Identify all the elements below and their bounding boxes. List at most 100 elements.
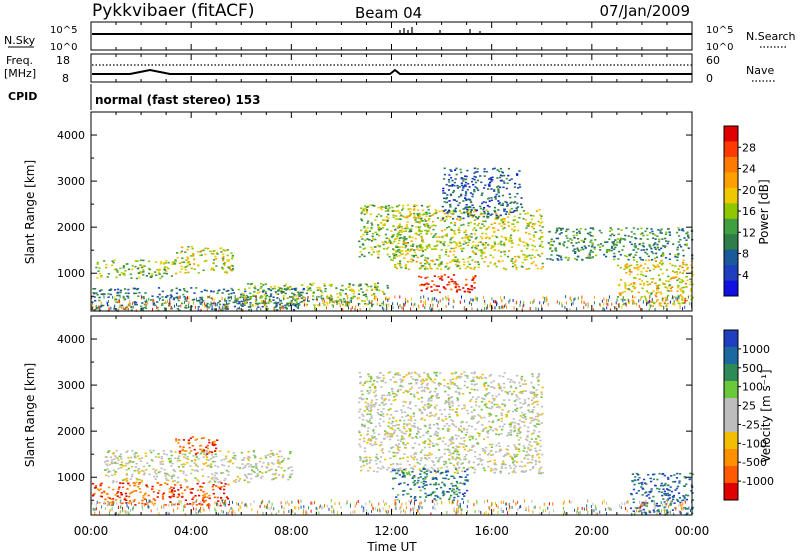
echo-cell bbox=[224, 265, 226, 267]
echo-cell bbox=[499, 242, 501, 244]
echo-cell bbox=[631, 291, 633, 293]
ground-scatter-cell bbox=[237, 297, 238, 300]
echo-cell bbox=[659, 279, 661, 281]
echo-cell bbox=[364, 410, 366, 412]
echo-cell bbox=[358, 444, 360, 446]
echo-cell bbox=[496, 177, 498, 179]
echo-cell bbox=[165, 473, 167, 475]
echo-cell bbox=[302, 292, 304, 294]
echo-cell bbox=[553, 241, 555, 243]
echo-cell bbox=[501, 467, 503, 469]
power-colorbar-swatch bbox=[724, 234, 738, 250]
ground-scatter-cell bbox=[193, 302, 194, 305]
ground-scatter-cell bbox=[277, 303, 278, 306]
ground-scatter-cell bbox=[509, 299, 510, 302]
echo-cell bbox=[207, 448, 209, 450]
echo-cell bbox=[291, 293, 293, 295]
echo-cell bbox=[201, 302, 203, 304]
echo-cell bbox=[461, 212, 463, 214]
echo-cell bbox=[244, 474, 246, 476]
echo-cell bbox=[656, 289, 658, 291]
echo-cell bbox=[421, 248, 423, 250]
echo-cell bbox=[101, 492, 103, 494]
echo-cell bbox=[631, 231, 633, 233]
echo-cell bbox=[412, 244, 414, 246]
echo-cell bbox=[542, 266, 544, 268]
echo-cell bbox=[307, 290, 309, 292]
echo-cell bbox=[516, 203, 518, 205]
echo-cell bbox=[362, 384, 364, 386]
ground-scatter-cell bbox=[425, 299, 426, 302]
echo-cell bbox=[465, 454, 467, 456]
echo-cell bbox=[414, 426, 416, 428]
echo-cell bbox=[366, 211, 368, 213]
echo-cell bbox=[473, 269, 475, 271]
echo-cell bbox=[137, 468, 139, 470]
echo-cell bbox=[392, 463, 394, 465]
echo-cell bbox=[480, 255, 482, 257]
echo-cell bbox=[139, 488, 141, 490]
echo-cell bbox=[476, 188, 478, 190]
echo-cell bbox=[589, 253, 591, 255]
echo-cell bbox=[674, 254, 676, 256]
ground-scatter-cell bbox=[394, 296, 395, 299]
echo-cell bbox=[120, 458, 122, 460]
echo-cell bbox=[647, 238, 649, 240]
echo-cell bbox=[539, 225, 541, 227]
echo-cell bbox=[250, 284, 252, 286]
echo-cell bbox=[467, 238, 469, 240]
echo-cell bbox=[634, 243, 636, 245]
echo-cell bbox=[613, 256, 615, 258]
echo-cell bbox=[135, 452, 137, 454]
ground-scatter-cell bbox=[469, 301, 470, 304]
echo-cell bbox=[575, 242, 577, 244]
echo-cell bbox=[592, 244, 594, 246]
echo-cell bbox=[670, 290, 672, 292]
echo-cell bbox=[448, 403, 450, 405]
ground-scatter-cell bbox=[298, 297, 299, 300]
ground-scatter-cell bbox=[460, 301, 461, 304]
echo-cell bbox=[410, 228, 412, 230]
echo-cell bbox=[242, 468, 244, 470]
echo-cell bbox=[490, 427, 492, 429]
echo-cell bbox=[124, 499, 126, 501]
echo-cell bbox=[115, 299, 117, 301]
echo-cell bbox=[421, 387, 423, 389]
echo-cell bbox=[345, 288, 347, 290]
echo-cell bbox=[376, 454, 378, 456]
power-colorbar-tick-label: 12 bbox=[742, 226, 756, 239]
ground-scatter-cell bbox=[565, 295, 566, 298]
echo-cell bbox=[392, 421, 394, 423]
echo-cell bbox=[171, 455, 173, 457]
echo-cell bbox=[541, 454, 543, 456]
echo-cell bbox=[367, 403, 369, 405]
echo-cell bbox=[181, 257, 183, 259]
echo-cell bbox=[646, 249, 648, 251]
echo-cell bbox=[589, 252, 591, 254]
echo-cell bbox=[367, 227, 369, 229]
echo-cell bbox=[477, 261, 479, 263]
echo-cell bbox=[369, 204, 371, 206]
echo-cell bbox=[504, 372, 506, 374]
echo-cell bbox=[475, 439, 477, 441]
echo-cell bbox=[387, 210, 389, 212]
echo-cell bbox=[191, 268, 193, 270]
echo-cell bbox=[450, 222, 452, 224]
echo-cell bbox=[212, 486, 214, 488]
echo-cell bbox=[488, 184, 490, 186]
echo-cell bbox=[450, 194, 452, 196]
echo-cell bbox=[451, 180, 453, 182]
echo-cell bbox=[613, 248, 615, 250]
echo-cell bbox=[283, 458, 285, 460]
echo-cell bbox=[514, 230, 516, 232]
echo-cell bbox=[217, 497, 219, 499]
echo-cell bbox=[507, 393, 509, 395]
echo-cell bbox=[272, 299, 274, 301]
echo-cell bbox=[515, 410, 517, 412]
echo-cell bbox=[178, 466, 180, 468]
echo-cell bbox=[401, 209, 403, 211]
echo-cell bbox=[430, 233, 432, 235]
echo-cell bbox=[187, 487, 189, 489]
echo-cell bbox=[368, 252, 370, 254]
echo-cell bbox=[359, 251, 361, 253]
